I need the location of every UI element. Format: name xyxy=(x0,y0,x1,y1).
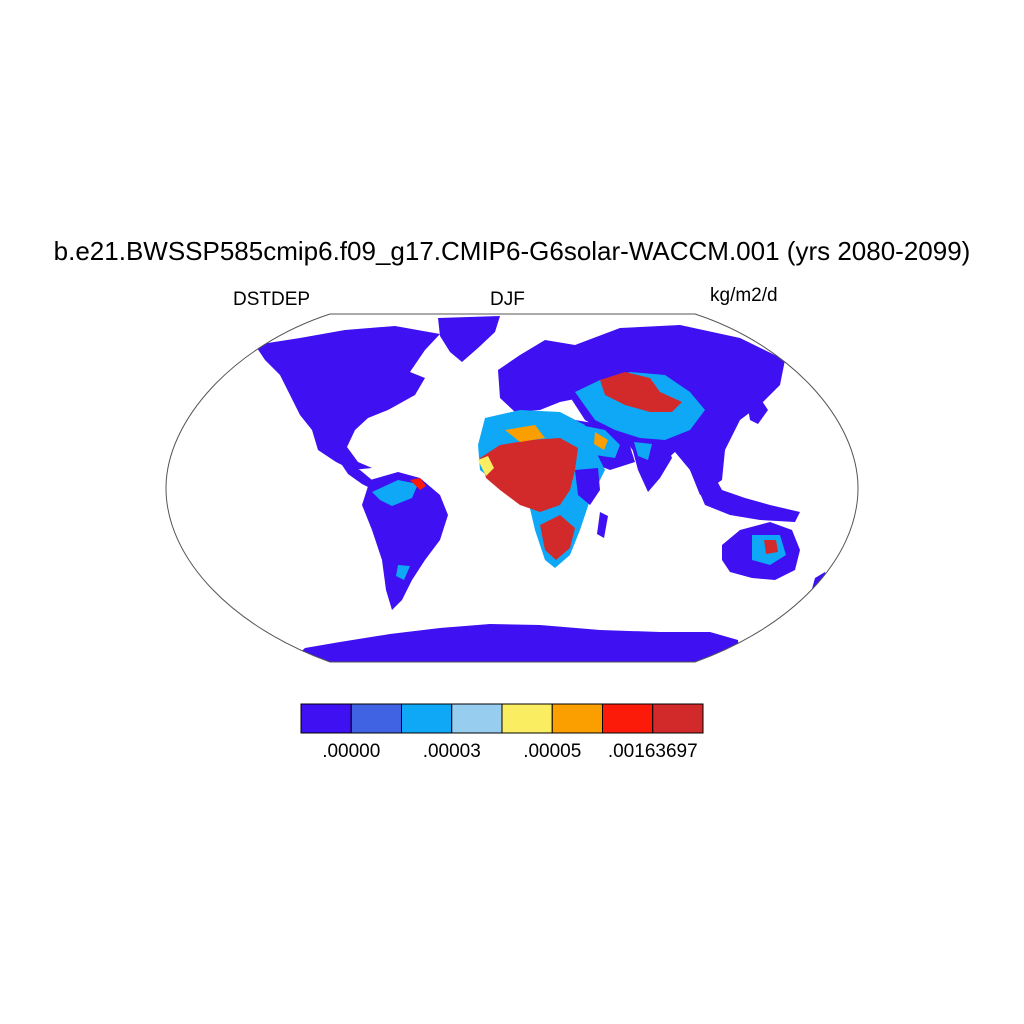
colorbar-boxes xyxy=(300,703,704,734)
colorbar-box xyxy=(551,703,603,734)
greenland-landmass xyxy=(438,316,500,362)
colorbar-box xyxy=(602,703,654,734)
colorbar-box xyxy=(652,703,704,734)
north-america-landmass xyxy=(255,326,440,470)
antarctica-landmass xyxy=(290,624,740,662)
variable-label: DSTDEP xyxy=(233,289,311,310)
season-label: DJF xyxy=(490,289,525,310)
colorbar-box xyxy=(501,703,553,734)
colorbar-tick-label: .00005 xyxy=(523,741,582,762)
colorbar-box xyxy=(350,703,402,734)
south-america-dust-red xyxy=(410,478,426,490)
south-america-dust-light-south xyxy=(396,565,410,580)
colorbar-box xyxy=(300,703,352,734)
units-label: kg/m2/d xyxy=(710,285,778,306)
colorbar-tick-label: .00003 xyxy=(422,741,481,762)
india-dust xyxy=(634,442,652,460)
map-content xyxy=(255,316,830,662)
africa-sahara-dust xyxy=(480,438,578,512)
colorbar-tick-label: .00000 xyxy=(322,741,381,762)
africa-north-orange xyxy=(505,425,545,442)
asia-dust-red xyxy=(600,372,682,412)
japan-landmass xyxy=(748,398,768,424)
africa-south-dust xyxy=(540,515,575,560)
globe-outline xyxy=(165,313,859,663)
south-america-dust-light xyxy=(372,480,418,506)
middle-east-dust-core xyxy=(594,432,608,450)
colorbar-box xyxy=(401,703,453,734)
southeast-asia-landmass xyxy=(690,470,800,522)
madagascar-landmass xyxy=(597,512,608,538)
australia-dust-core xyxy=(764,540,778,554)
africa-sahel-yellow xyxy=(478,456,494,476)
colorbar-tick-label: .00163697 xyxy=(607,741,698,762)
south-america-landmass xyxy=(362,472,448,610)
africa-east-low xyxy=(575,468,600,505)
colorbar-box xyxy=(451,703,503,734)
plot-title: b.e21.BWSSP585cmip6.f09_g17.CMIP6-G6sola… xyxy=(53,236,971,266)
